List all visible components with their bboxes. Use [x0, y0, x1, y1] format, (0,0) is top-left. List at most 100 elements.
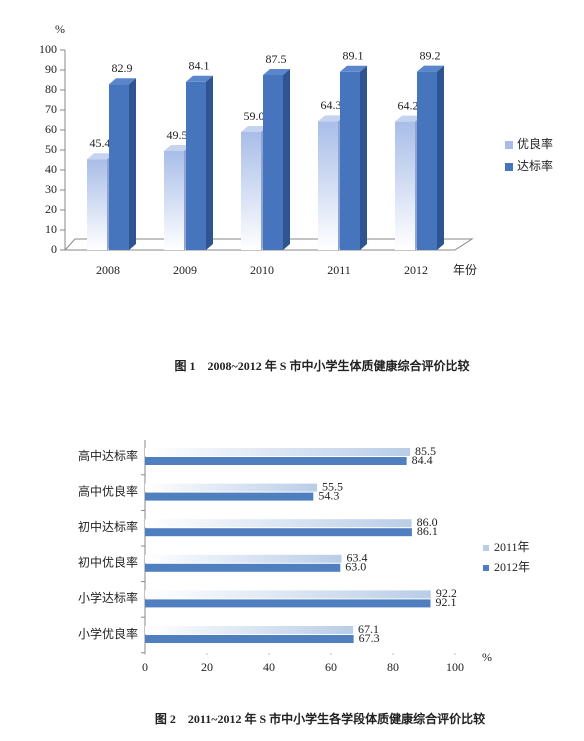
- value-label: 67.3: [359, 631, 380, 645]
- value-label: 86.0: [417, 515, 438, 529]
- x-tick-label: 2008: [96, 263, 120, 277]
- bar-side: [283, 69, 290, 250]
- legend-swatch: [483, 545, 489, 551]
- bar-front: [318, 121, 338, 251]
- x-unit: %: [482, 650, 492, 664]
- bar-side: [360, 65, 367, 250]
- bar: [417, 65, 444, 250]
- legend-label: 优良率: [517, 136, 553, 151]
- y-tick-label: 100: [39, 42, 57, 56]
- value-label: 64.2: [398, 98, 419, 112]
- y-tick-label: 0: [51, 242, 57, 256]
- value-label: 63.0: [345, 560, 366, 574]
- y-tick-label: 小学达标率: [78, 590, 138, 605]
- x-tick-label: 2011: [327, 263, 351, 277]
- value-label: 54.3: [318, 488, 339, 502]
- bar: [145, 635, 354, 643]
- legend-swatch: [505, 163, 513, 171]
- y-tick-label: 小学优良率: [78, 626, 138, 641]
- value-label: 85.5: [415, 444, 436, 458]
- bar-top: [186, 75, 213, 82]
- bar-top: [340, 65, 367, 72]
- bar-front: [164, 151, 184, 250]
- y-unit: %: [55, 22, 65, 36]
- value-label: 82.9: [112, 61, 133, 75]
- bar-top: [164, 145, 191, 151]
- bar-front: [395, 121, 415, 250]
- value-label: 87.5: [266, 52, 287, 66]
- bar-front: [109, 84, 129, 250]
- legend-label: 2011年: [494, 540, 530, 554]
- x-tick-label: 2012: [404, 263, 428, 277]
- y-tick-label: 80: [45, 82, 57, 96]
- bar-side: [129, 78, 136, 250]
- bar: [145, 590, 431, 599]
- value-label: 86.1: [417, 524, 438, 538]
- legend-swatch: [505, 141, 513, 149]
- bar-top: [263, 69, 290, 75]
- x-tick-label: 2009: [173, 263, 197, 277]
- bar: [145, 554, 342, 563]
- value-label: 67.1: [358, 622, 379, 636]
- legend-label: 达标率: [517, 158, 553, 173]
- bar-front: [417, 71, 437, 250]
- x-tick-label: 20: [201, 660, 213, 674]
- bar-side: [206, 75, 213, 250]
- x-tick-label: 0: [142, 660, 148, 674]
- y-tick-label: 高中优良率: [78, 483, 138, 498]
- bar: [145, 492, 314, 501]
- value-label: 92.1: [436, 595, 457, 609]
- bar-front: [186, 81, 206, 250]
- value-label: 89.2: [420, 48, 441, 62]
- y-tick-label: 90: [45, 62, 57, 76]
- x-tick-label: 100: [446, 660, 464, 674]
- y-tick-label: 高中达标率: [78, 448, 138, 463]
- legend-label: 2012年: [494, 560, 530, 574]
- bar: [145, 563, 341, 572]
- bar-front: [340, 71, 360, 250]
- bar: [340, 65, 367, 250]
- caption: 图 1 2008~2012 年 S 市中小学生体质健康综合评价比较: [175, 358, 470, 373]
- legend-swatch: [483, 565, 489, 571]
- bar: [145, 457, 407, 465]
- bar-top: [241, 126, 268, 132]
- bar-front: [263, 75, 283, 250]
- bar: [145, 448, 411, 456]
- bar: [145, 483, 318, 492]
- value-label: 84.4: [412, 453, 433, 467]
- bar-top: [417, 65, 444, 72]
- bar: [145, 626, 354, 634]
- y-tick-label: 60: [45, 122, 57, 136]
- value-label: 45.4: [90, 136, 111, 150]
- value-label: 64.3: [321, 98, 342, 112]
- bar: [145, 519, 412, 528]
- value-label: 55.5: [322, 479, 343, 493]
- value-label: 89.1: [343, 49, 364, 63]
- bar: [109, 78, 136, 250]
- y-tick-label: 20: [45, 202, 57, 216]
- x-tick-label: 40: [263, 660, 275, 674]
- bar-top: [318, 115, 345, 122]
- bar: [263, 69, 290, 250]
- bar: [145, 599, 431, 608]
- bar-top: [109, 78, 136, 85]
- value-label: 59.0: [244, 109, 265, 123]
- value-label: 63.4: [347, 551, 368, 565]
- x-unit: 年份: [453, 263, 477, 277]
- y-tick-label: 初中达标率: [78, 519, 138, 534]
- bar: [145, 528, 412, 537]
- value-label: 49.5: [167, 128, 188, 142]
- value-label: 84.1: [189, 59, 210, 73]
- bar-front: [241, 132, 261, 250]
- y-tick-label: 70: [45, 102, 57, 116]
- bar: [186, 75, 213, 250]
- x-tick-label: 60: [325, 660, 337, 674]
- bar-top: [395, 115, 422, 122]
- bar-front: [87, 159, 107, 250]
- caption: 图 2 2011~2012 年 S 市中小学生各学段体质健康综合评价比较: [155, 711, 485, 726]
- y-tick-label: 10: [45, 222, 57, 236]
- y-tick-label: 初中优良率: [78, 555, 138, 570]
- bar-top: [87, 153, 114, 160]
- y-tick-label: 30: [45, 182, 57, 196]
